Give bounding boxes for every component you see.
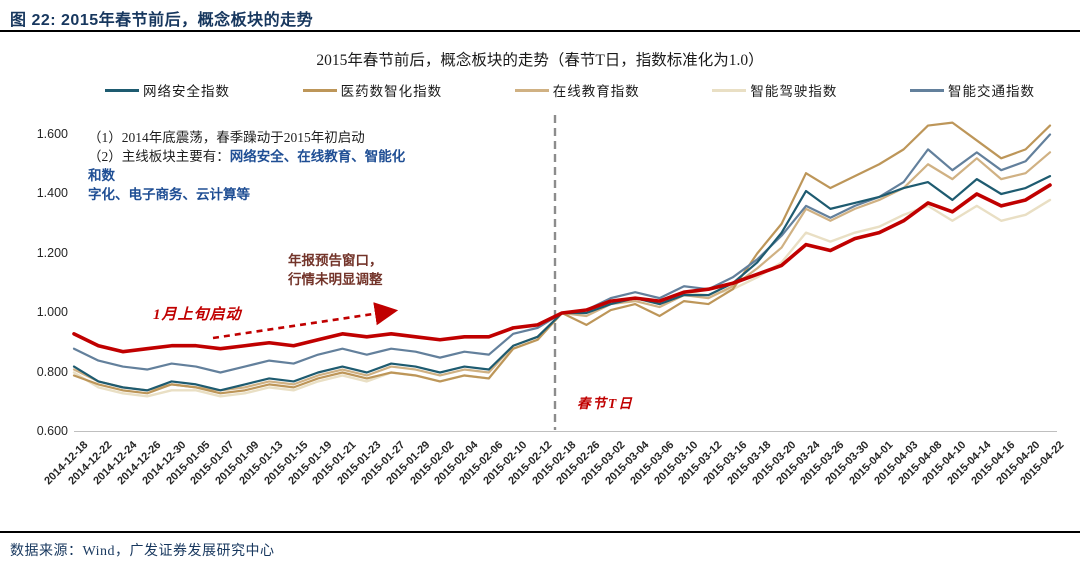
figure-title: 图 22: 2015年春节前后，概念板块的走势 [10, 12, 314, 29]
y-tick-label: 0.800 [36, 364, 68, 379]
series-line-red-bold-highlight-line [72, 183, 1052, 354]
commentary-note-line3: 字化、电子商务、云计算等 [88, 187, 250, 202]
legend-label: 医药数智化指数 [340, 84, 443, 99]
legend-item: 智能驾驶指数 [712, 80, 837, 100]
y-tick-label: 1.600 [36, 126, 68, 141]
header-divider [0, 30, 1080, 32]
tday-label: 春节T日 [577, 396, 634, 411]
legend-swatch [302, 88, 337, 92]
y-tick-label: 1.400 [36, 186, 68, 200]
legend-item: 智能交通指数 [910, 80, 1035, 100]
legend-swatch [910, 88, 944, 92]
commentary-note: （1）2014年底震荡，春季躁动于2015年初启动 （2）主线板块主要有：网络安… [88, 128, 418, 204]
legend-item: 医药数智化指数 [302, 80, 443, 100]
legend-swatch [712, 88, 747, 92]
commentary-note-highlight: 网络安全、在线教育、智能化和数 [88, 149, 406, 183]
legend-swatch [105, 88, 139, 92]
legend-swatch [514, 88, 549, 92]
legend-label: 智能交通指数 [948, 84, 1035, 99]
series-line-智能驾驶指数 [72, 198, 1052, 398]
chart-title: 2015年春节前后，概念板块的走势（春节T日，指数标准化为1.0） [316, 52, 764, 69]
y-tick-label: 1.000 [36, 305, 68, 319]
legend-label: 在线教育指数 [552, 84, 640, 99]
data-source: 数据来源：Wind，广发证券发展研究中心 [10, 544, 275, 559]
earnings-window-note: 年报预告窗口， 行情未明显调整 [288, 253, 383, 287]
y-tick-label: 1.200 [36, 245, 68, 260]
commentary-note-line2: （2）主线板块主要有：网络安全、在线教育、智能化和数 [88, 149, 406, 183]
legend-item: 在线教育指数 [514, 80, 640, 100]
x-axis-line [74, 431, 1057, 432]
series-line-网络安全指数 [72, 175, 1052, 392]
legend-label: 智能驾驶指数 [750, 84, 838, 99]
legend-item: 网络安全指数 [105, 80, 230, 100]
footer-divider [0, 531, 1080, 533]
legend-label: 网络安全指数 [143, 84, 230, 99]
y-tick-label: 0.600 [36, 424, 68, 438]
series-lines-group [72, 121, 1052, 398]
january-launch-dashed-arrow [212, 302, 399, 340]
chart-legend: 网络安全指数 医药数智化指数 在线教育指数 智能驾驶指数 智能交通指数 [105, 80, 1035, 100]
january-launch-label: 1月上旬启动 [153, 307, 242, 323]
commentary-note-line1: （1）2014年底震荡，春季躁动于2015年初启动 [88, 130, 365, 145]
